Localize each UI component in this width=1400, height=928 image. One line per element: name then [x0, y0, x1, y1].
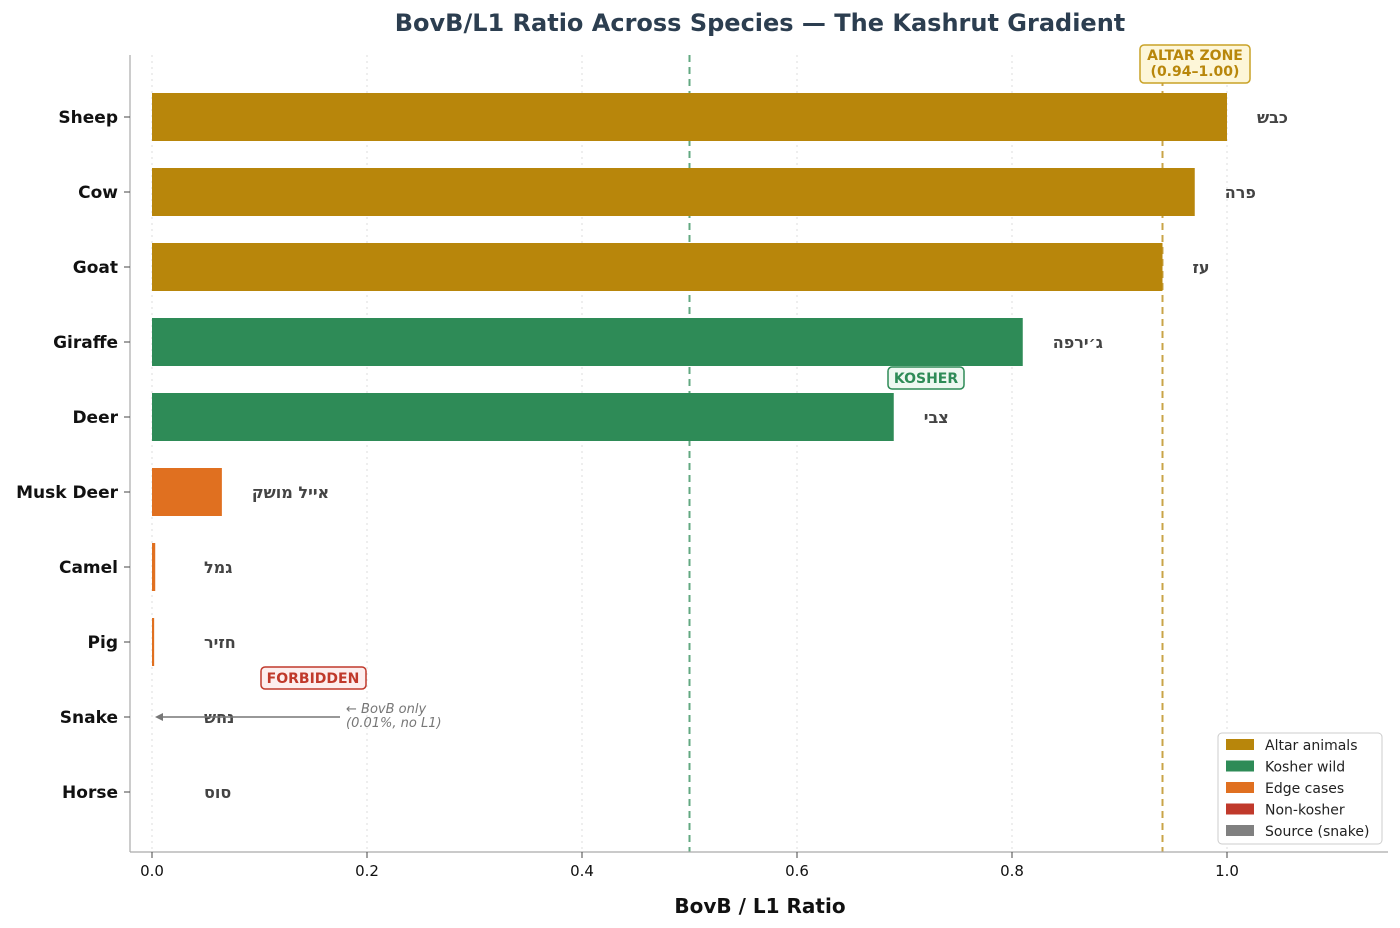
bar-sheep [152, 93, 1227, 141]
hebrew-label: חזיר [204, 633, 236, 652]
snake-annotation: ← BovB only (0.01%, no L1) [155, 702, 442, 731]
x-tick-label: 0.0 [140, 862, 164, 880]
x-tick-label: 0.4 [570, 862, 594, 880]
kosher-annotation: KOSHER [887, 366, 965, 390]
snake-note-line1: ← BovB only [346, 702, 426, 717]
legend-box [1217, 732, 1383, 845]
bar-pig [152, 618, 155, 666]
snake-arrow-head [155, 713, 163, 721]
category-labels: Sheep Cow Goat Giraffe Deer Musk Deer Camel Pig… [16, 108, 130, 803]
forbidden-label: FORBIDDEN [267, 671, 360, 687]
category-label: Camel [59, 558, 118, 578]
category-label: Sheep [58, 108, 118, 128]
legend-label: Altar animals [1265, 738, 1357, 754]
altar-zone-range: (0.94–1.00) [1151, 64, 1240, 80]
bar-camel [152, 543, 156, 591]
category-label: Snake [60, 708, 118, 728]
x-tick-labels: 0.0 0.2 0.4 0.6 0.8 1.0 [140, 852, 1239, 880]
legend-label: Edge cases [1265, 781, 1344, 797]
bar-musk-deer [152, 468, 222, 516]
x-axis-label: BovB / L1 Ratio [674, 894, 845, 918]
bar-goat [152, 243, 1163, 291]
hebrew-label: סוס [204, 783, 231, 802]
bar-deer [152, 393, 894, 441]
chart-title: BovB/L1 Ratio Across Species — The Kashr… [395, 9, 1126, 37]
hebrew-label: גמל [204, 558, 232, 577]
category-label: Pig [88, 633, 118, 653]
category-label: Horse [62, 783, 118, 803]
altar-zone-annotation: ALTAR ZONE (0.94–1.00) [1139, 44, 1251, 84]
hebrew-label: כבש [1257, 108, 1288, 127]
bar-cow [152, 168, 1195, 216]
legend-swatch [1226, 739, 1254, 750]
hebrew-label: ג׳ירפה [1053, 333, 1103, 352]
category-label: Musk Deer [16, 483, 119, 503]
hebrew-label: עז [1193, 258, 1210, 277]
legend-label: Non-kosher [1265, 803, 1345, 819]
hebrew-label: אייל מושק [252, 483, 329, 502]
x-tick-label: 0.6 [785, 862, 809, 880]
legend-swatch [1226, 803, 1254, 815]
altar-zone-label: ALTAR ZONE [1147, 48, 1243, 64]
hebrew-label: צבי [924, 408, 949, 427]
x-tick-label: 0.2 [355, 862, 379, 880]
legend: Altar animals Kosher wild Edge cases Non-ko… [1217, 732, 1383, 845]
kosher-label: KOSHER [894, 371, 958, 387]
category-label: Deer [72, 408, 118, 428]
category-label: Giraffe [53, 333, 118, 353]
category-label: Cow [78, 183, 118, 203]
bar-giraffe [152, 318, 1023, 366]
forbidden-annotation: FORBIDDEN [260, 666, 367, 690]
hebrew-label: פרה [1225, 183, 1256, 202]
bars [152, 93, 1227, 666]
x-tick-label: 0.8 [1000, 862, 1024, 880]
legend-swatch [1226, 782, 1254, 793]
category-label: Goat [73, 258, 118, 278]
legend-swatch [1226, 760, 1254, 772]
legend-label: Source (snake) [1265, 824, 1369, 840]
legend-swatch [1226, 825, 1254, 836]
axes [129, 55, 1388, 853]
snake-note-line2: (0.01%, no L1) [346, 716, 442, 731]
legend-label: Kosher wild [1265, 760, 1345, 776]
x-tick-label: 1.0 [1215, 862, 1239, 880]
